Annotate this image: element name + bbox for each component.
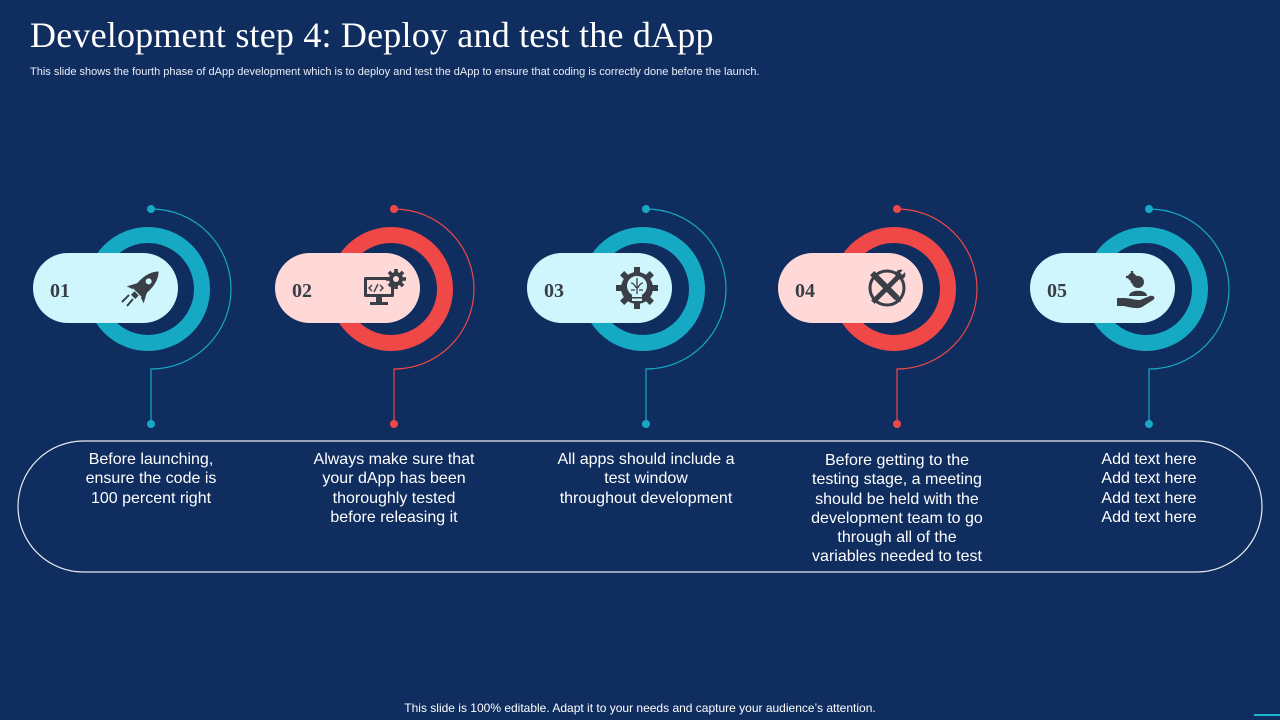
- step-4-number: 04: [795, 280, 815, 302]
- step-2-pill: [275, 253, 420, 323]
- step-5-bottom-dot: [1145, 420, 1153, 428]
- step-1-connector: [150, 208, 232, 424]
- step-1-graphic: 01: [33, 205, 232, 428]
- step-3-number: 03: [544, 280, 564, 302]
- step-5-description: Add text here Add text here Add text her…: [1101, 451, 1197, 526]
- step-2-description: Always make sure that your dApp has been…: [313, 451, 475, 526]
- step-3-description: All apps should include a test window th…: [557, 451, 735, 507]
- step-4-description: Before getting to the testing stage, a m…: [811, 452, 983, 566]
- rocket-icon: [121, 271, 159, 307]
- step-2-top-dot: [390, 205, 398, 213]
- step-4-graphic: 04: [778, 205, 978, 428]
- page-title: Development step 4: Deploy and test the …: [30, 15, 714, 55]
- step-2-number: 02: [292, 280, 312, 302]
- step-3-connector: [645, 208, 727, 424]
- step-4-top-dot: [893, 205, 901, 213]
- step-1-number: 01: [50, 280, 70, 302]
- step-5-connector: [1148, 208, 1230, 424]
- step-4-bottom-dot: [893, 420, 901, 428]
- corner-accent: [1254, 714, 1280, 716]
- step-2-connector: [393, 208, 475, 424]
- step-5-top-dot: [1145, 205, 1153, 213]
- footer-note: This slide is 100% editable. Adapt it to…: [404, 701, 876, 715]
- step-3-graphic: 03: [527, 205, 727, 428]
- step-3-top-dot: [642, 205, 650, 213]
- gear-lightbulb-brain-icon: [616, 267, 658, 309]
- step-1-bottom-dot: [147, 420, 155, 428]
- step-1-description: Before launching, ensure the code is 100…: [85, 451, 217, 507]
- step-3-bottom-dot: [642, 420, 650, 428]
- hand-person-gear-icon: [1117, 271, 1155, 309]
- step-2-graphic: 02: [275, 205, 475, 428]
- step-2-bottom-dot: [390, 420, 398, 428]
- monitor-code-gear-icon: [364, 269, 406, 305]
- text-band-outline: [17, 440, 1263, 573]
- wrench-pencil-cross-icon: [868, 269, 906, 307]
- step-4-connector: [896, 208, 978, 424]
- page-subtitle: This slide shows the fourth phase of dAp…: [30, 66, 760, 78]
- step-1-top-dot: [147, 205, 155, 213]
- step-5-number: 05: [1047, 280, 1067, 302]
- step-1-pill: [33, 253, 178, 323]
- step-5-graphic: 05: [1030, 205, 1230, 428]
